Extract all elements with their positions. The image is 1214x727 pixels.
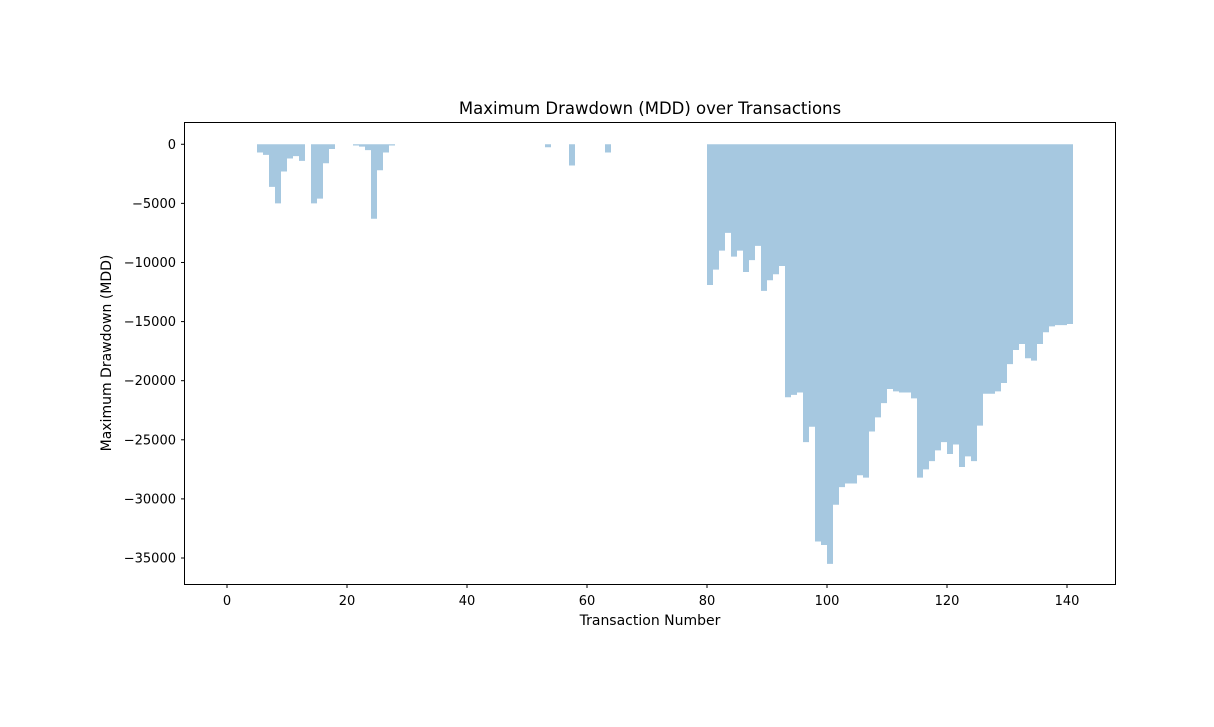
y-tick-label: 0 [168,138,176,153]
drawdown-area-series-0 [227,144,1073,564]
x-tick-label: 120 [935,594,960,609]
chart-title: Maximum Drawdown (MDD) over Transactions [459,99,841,118]
x-tick-label: 100 [815,594,840,609]
y-tick-label: −5000 [132,197,176,212]
y-tick-label: −30000 [124,492,176,507]
x-tick-label: 60 [579,594,596,609]
x-axis-ticks: 0 20 40 60 80 100 120 140 [223,584,1080,609]
y-tick-label: −15000 [124,315,176,330]
x-tick-label: 20 [339,594,356,609]
y-axis-ticks: 0 −5000 −10000 −15000 −20000 −25000 −30000 −350… [124,138,185,566]
y-axis-title: Maximum Drawdown (MDD) [99,255,115,452]
y-tick-label: −25000 [124,433,176,448]
y-tick-label: −35000 [124,551,176,566]
x-tick-label: 40 [459,594,476,609]
x-tick-label: 140 [1055,594,1080,609]
y-tick-label: −20000 [124,374,176,389]
x-tick-label: 0 [223,594,231,609]
y-tick-label: −10000 [124,256,176,271]
area-layer [227,144,1073,564]
x-tick-label: 80 [699,594,716,609]
plot-frame [184,122,1116,585]
x-axis-title: Transaction Number [579,613,721,629]
